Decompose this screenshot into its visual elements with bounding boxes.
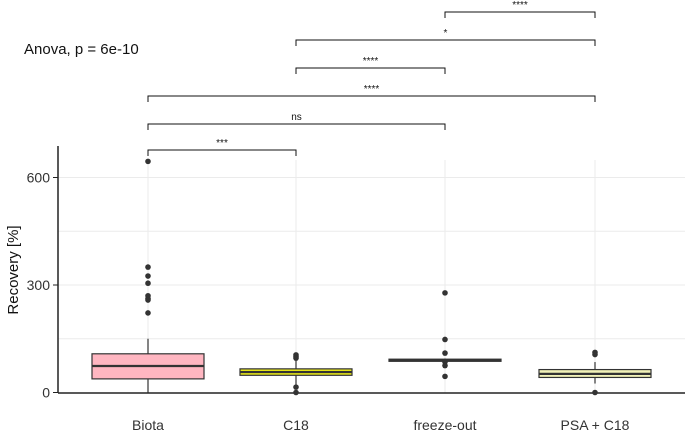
outlier-point	[145, 310, 151, 316]
outlier-point	[145, 273, 151, 279]
y-tick-label-300: 300	[27, 277, 51, 293]
significance-label: ns	[291, 112, 302, 123]
outlier-point	[592, 351, 598, 358]
x-tick-label-3: freeze-out	[413, 417, 476, 433]
significance-label: ***	[216, 138, 228, 149]
significance-label: ****	[363, 56, 379, 67]
outlier-point	[293, 355, 299, 361]
bracket-line	[147, 123, 446, 130]
comparison-bracket-4: ****	[295, 56, 446, 74]
bracket-line	[444, 11, 596, 18]
outlier-point	[145, 264, 151, 270]
y-tick-label-0: 0	[42, 385, 50, 401]
bracket-line	[295, 39, 596, 46]
bracket-line	[295, 67, 446, 74]
outlier-point	[145, 280, 151, 287]
outlier-point	[442, 373, 448, 380]
outlier-point	[442, 350, 448, 356]
significance-layer: ***ns*************	[147, 0, 596, 156]
significance-label: *	[444, 28, 448, 39]
box-2	[239, 352, 353, 396]
box-1	[91, 158, 205, 393]
significance-label: ****	[364, 84, 380, 95]
x-tick-label-4: PSA + C18	[561, 417, 630, 433]
box-layer	[91, 158, 652, 396]
outlier-point	[442, 336, 448, 343]
box-3	[388, 290, 502, 380]
axis-layer: 0 300 600 Biota C18 freeze-out PSA + C18	[27, 146, 685, 433]
outlier-point	[592, 389, 598, 396]
comparison-bracket-1: ***	[147, 138, 297, 156]
x-tick-label-2: C18	[283, 417, 309, 433]
bracket-line	[147, 149, 297, 156]
outlier-point	[145, 297, 151, 303]
comparison-bracket-5: *	[295, 28, 596, 46]
y-axis-title: Recovery [%]	[5, 225, 22, 314]
outlier-point	[145, 158, 151, 165]
comparison-bracket-3: ****	[147, 84, 596, 102]
outlier-point	[293, 389, 299, 396]
outlier-point	[442, 362, 448, 369]
outlier-point	[442, 290, 448, 296]
x-tick-label-1: Biota	[132, 417, 164, 433]
y-tick-label-600: 600	[27, 170, 51, 186]
comparison-bracket-6: ****	[444, 0, 596, 18]
bracket-line	[147, 95, 596, 102]
anova-annotation: Anova, p = 6e-10	[24, 41, 139, 58]
box-4	[538, 349, 652, 396]
comparison-bracket-2: ns	[147, 112, 446, 130]
outlier-point	[293, 384, 299, 390]
significance-label: ****	[512, 0, 528, 11]
